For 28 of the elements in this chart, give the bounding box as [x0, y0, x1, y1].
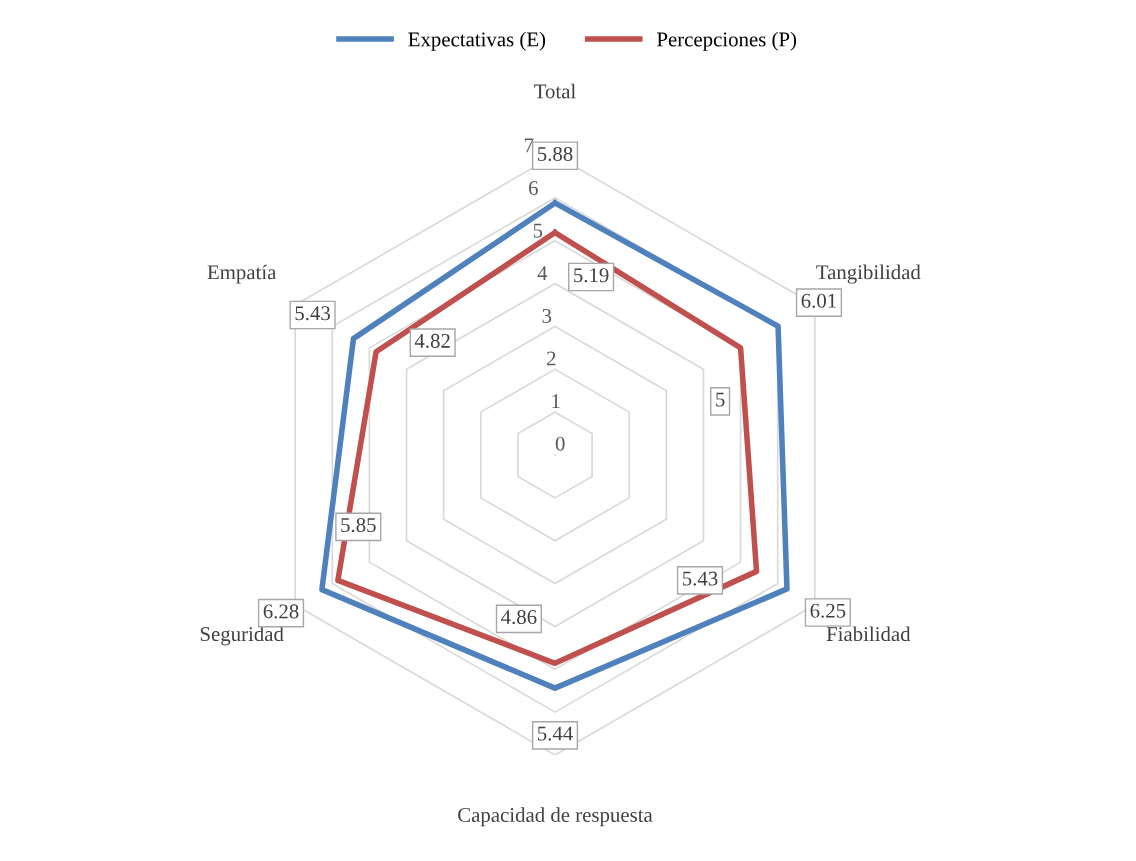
y-tick-label: 3 — [542, 308, 552, 323]
data-label: 5 — [716, 392, 725, 407]
data-label: 5.88 — [537, 146, 573, 162]
y-tick-label: 1 — [552, 394, 560, 408]
data-label: 5.44 — [537, 726, 573, 741]
spoke-label: Fiabilidad — [826, 626, 911, 642]
spoke-label: Total — [534, 83, 576, 99]
legend-label: Percepciones (P) — [657, 31, 797, 51]
data-label: 6.25 — [810, 603, 846, 618]
y-tick-label: 0 — [555, 436, 565, 451]
data-label: 4.86 — [501, 610, 537, 625]
legend-label: Expectativas (E) — [408, 31, 546, 51]
y-tick-label: 4 — [537, 266, 548, 281]
spoke-label: Capacidad de respuesta — [458, 807, 653, 827]
y-tick-label: 5 — [533, 223, 543, 238]
spoke-label: Empatía — [207, 264, 277, 284]
data-label: 5.85 — [341, 518, 376, 533]
data-label: 6.28 — [263, 604, 299, 619]
spoke-label: Seguridad — [200, 626, 284, 646]
y-tick-label: 7 — [525, 138, 534, 153]
data-label: 6.01 — [801, 293, 836, 308]
data-label: 5.43 — [295, 306, 330, 321]
data-label: 5.43 — [682, 571, 718, 586]
y-tick-label: 6 — [529, 181, 538, 196]
y-tick-label: 2 — [546, 351, 556, 366]
spoke-label: Tangibilidad — [816, 264, 921, 284]
data-label: 5.19 — [574, 268, 609, 283]
data-label: 4.82 — [414, 333, 450, 348]
